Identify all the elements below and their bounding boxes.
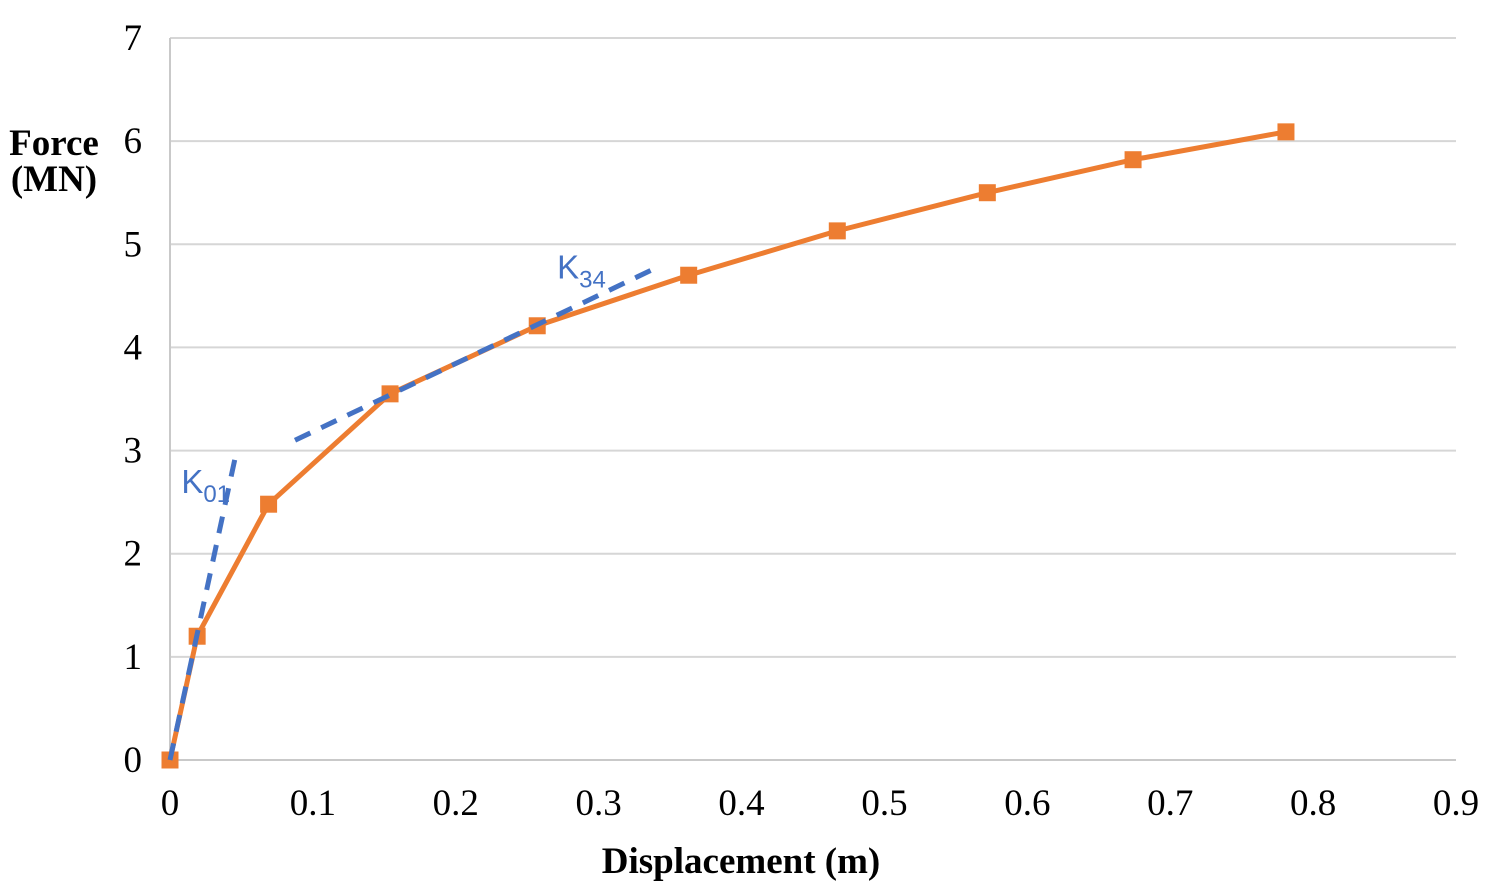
x-tick-label-0.1: 0.1 bbox=[290, 783, 336, 824]
y-tick-label-3: 3 bbox=[124, 431, 143, 472]
y-axis-title: Force (MN) bbox=[0, 123, 108, 200]
x-tick-label-0: 0 bbox=[161, 783, 180, 824]
x-tick-label-0.9: 0.9 bbox=[1433, 783, 1479, 824]
x-tick-label-0.8: 0.8 bbox=[1290, 783, 1336, 824]
x-tick-label-0.2: 0.2 bbox=[433, 783, 479, 824]
data-point-marker-9 bbox=[1277, 123, 1295, 141]
x-tick-label-0.3: 0.3 bbox=[576, 783, 622, 824]
annotation-label-K34: K34 bbox=[557, 248, 606, 293]
x-tick-label-0.6: 0.6 bbox=[1004, 783, 1050, 824]
data-point-marker-6 bbox=[828, 222, 846, 240]
stiffness-line-K01 bbox=[167, 447, 240, 761]
y-tick-label-5: 5 bbox=[124, 224, 143, 265]
y-axis-title-line2: (MN) bbox=[10, 159, 98, 200]
y-tick-label-7: 7 bbox=[124, 18, 143, 59]
y-tick-label-6: 6 bbox=[124, 121, 143, 162]
y-tick-label-2: 2 bbox=[124, 534, 143, 575]
y-axis-title-line1: Force bbox=[9, 123, 99, 164]
annotation-label-K01: K01 bbox=[181, 463, 230, 508]
series-line-force-displacement-curve bbox=[167, 129, 1289, 763]
x-tick-label-0.5: 0.5 bbox=[861, 783, 907, 824]
x-tick-label-0.4: 0.4 bbox=[718, 783, 764, 824]
x-axis-title: Displacement (m) bbox=[601, 841, 881, 882]
data-point-marker-8 bbox=[1124, 151, 1142, 169]
data-point-marker-2 bbox=[260, 495, 278, 513]
x-tick-label-0.7: 0.7 bbox=[1147, 783, 1193, 824]
stiffness-line-K34 bbox=[293, 265, 657, 443]
y-tick-label-0: 0 bbox=[124, 740, 143, 781]
y-tick-label-4: 4 bbox=[124, 327, 143, 368]
data-point-marker-5 bbox=[680, 266, 698, 284]
data-point-marker-7 bbox=[978, 184, 996, 202]
y-tick-label-1: 1 bbox=[124, 637, 143, 678]
